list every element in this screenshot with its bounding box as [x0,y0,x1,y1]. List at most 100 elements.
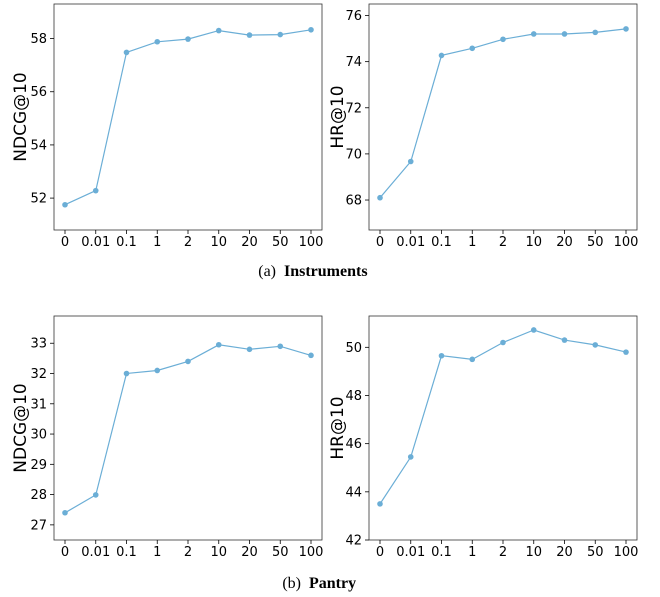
data-point [247,32,253,38]
caption-a: (a) Instruments [258,263,367,280]
y-tick-label: 29 [30,458,47,473]
y-tick-label: 54 [30,138,47,153]
data-point [439,353,445,359]
x-tick-label: 50 [272,235,289,250]
data-point [531,327,537,333]
x-tick-label: 0.1 [116,545,137,560]
caption-b: (b) Pantry [282,575,356,592]
x-tick-label: 0 [376,545,384,560]
y-tick-label: 44 [345,485,362,500]
y-tick-label: 76 [345,9,362,24]
x-tick-label: 20 [556,545,573,560]
caption-b-title: Pantry [309,575,356,592]
data-point [592,342,598,348]
x-tick-label: 1 [153,235,161,250]
x-tick-label: 0 [376,235,384,250]
series-line [65,345,311,513]
data-point [277,32,283,38]
data-point [562,31,568,37]
data-point [308,27,314,33]
data-point [124,50,130,56]
chart-4: 42444648500 0.01 0.1 1 2 10 20 50 100HR@10 [328,316,638,560]
y-axis-label: NDCG@10 [11,383,31,472]
y-tick-label: 33 [30,337,47,352]
chart-2: 68 70 72 74 76 0 0.01 0.1 1 2 10 20 50 100 HR@10 [328,4,638,250]
x-tick-label: 100 [299,545,324,560]
y-tick-label: 70 [345,147,362,162]
x-tick-label: 0 [61,545,69,560]
chart-1: 52 54 56 58 0 0.01 0.1 1 2 10 20 50 100 NDCG@10 [11,4,323,250]
series-line [65,30,311,205]
x-tick-label: 1 [468,235,476,250]
data-point [377,501,383,507]
x-tick-label: 0.01 [396,545,425,560]
x-tick-label: 0.1 [116,235,137,250]
y-axis-label: HR@10 [328,85,348,148]
y-tick-label: 31 [30,397,47,412]
x-tick-label: 20 [241,235,258,250]
data-point [377,195,383,201]
data-point [500,36,506,42]
data-point [185,36,191,42]
data-point [408,159,414,165]
data-point [62,510,68,516]
data-point [62,202,68,208]
x-tick-label: 100 [614,545,639,560]
x-tick-label: 50 [587,235,604,250]
caption-b-prefix: (b) [282,575,301,592]
data-point [247,346,253,352]
x-tick-label: 0.1 [431,545,452,560]
y-tick-label: 32 [30,367,47,382]
data-point [154,368,160,374]
data-point [623,349,629,355]
x-tick-label: 100 [614,235,639,250]
data-point [216,28,222,34]
data-point [124,371,130,377]
data-point [93,492,99,498]
x-tick-label: 2 [184,545,192,560]
y-tick-label: 52 [30,192,47,207]
series-line [380,29,626,198]
x-tick-label: 10 [525,235,542,250]
y-tick-label: 42 [345,534,362,549]
x-tick-label: 50 [587,545,604,560]
x-tick-label: 0 [61,235,69,250]
data-point [408,454,414,460]
caption-a-prefix: (a) [258,263,276,280]
x-tick-label: 2 [499,545,507,560]
data-point [439,53,445,59]
caption-a-title: Instruments [284,263,368,280]
data-point [500,340,506,346]
x-tick-label: 10 [210,545,227,560]
y-tick-label: 58 [30,32,47,47]
data-point [185,359,191,365]
y-tick-label: 68 [345,194,362,209]
data-point [531,31,537,37]
data-point [93,188,99,194]
plot-frame [54,316,322,540]
data-point [562,337,568,343]
x-tick-label: 50 [272,545,289,560]
x-tick-label: 10 [525,545,542,560]
x-tick-label: 0.01 [81,545,110,560]
y-axis-label: HR@10 [328,396,348,459]
y-tick-label: 56 [30,85,47,100]
y-tick-label: 28 [30,488,47,503]
y-axis-label: NDCG@10 [11,72,31,161]
x-tick-label: 100 [299,235,324,250]
y-tick-label: 50 [345,341,362,356]
data-point [277,343,283,349]
series-line [380,330,626,504]
chart-3: 27 28 29 30 31 32 33 0 0.01 0.1 1 2 10 20 50 100 NDCG@10 [11,316,323,560]
x-tick-label: 20 [556,235,573,250]
x-tick-label: 20 [241,545,258,560]
data-point [623,26,629,32]
data-point [469,45,475,51]
data-point [154,39,160,45]
data-point [592,30,598,36]
x-tick-label: 0.1 [431,235,452,250]
x-tick-label: 0.01 [396,235,425,250]
x-tick-label: 2 [184,235,192,250]
